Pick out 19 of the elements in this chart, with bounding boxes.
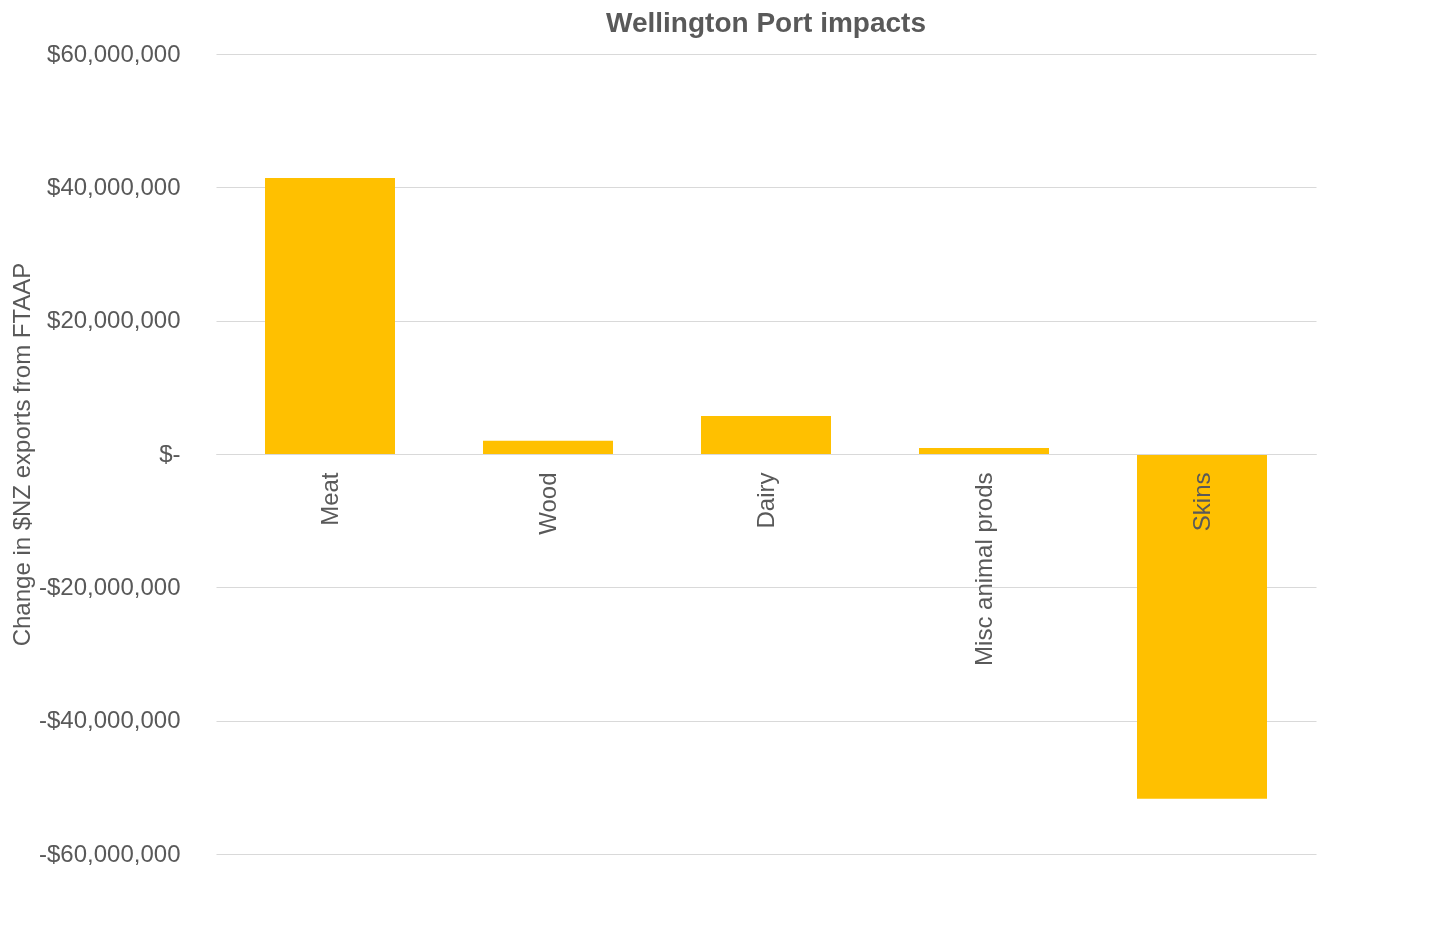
y-tick-label: $40,000,000 bbox=[47, 172, 181, 200]
bar bbox=[483, 440, 613, 454]
y-axis-title: Change in $NZ exports from FTAAP bbox=[8, 262, 36, 647]
bar bbox=[701, 416, 831, 454]
chart-title: Wellington Port impacts bbox=[606, 7, 926, 38]
bar bbox=[919, 448, 1049, 454]
bar bbox=[1137, 454, 1267, 799]
y-tick-label: $60,000,000 bbox=[47, 39, 181, 67]
x-tick-label: Wood bbox=[533, 472, 561, 535]
x-tick-label: Skins bbox=[1187, 472, 1215, 532]
y-tick-label: -$40,000,000 bbox=[39, 706, 181, 734]
y-tick-label: $- bbox=[159, 439, 181, 467]
y-tick-label: -$60,000,000 bbox=[39, 839, 181, 867]
x-tick-label: Dairy bbox=[751, 472, 779, 529]
x-tick-label: Meat bbox=[315, 472, 343, 526]
bar bbox=[265, 178, 395, 454]
x-tick-label: Misc animal prods bbox=[969, 472, 997, 666]
y-tick-label: $20,000,000 bbox=[47, 306, 181, 334]
y-tick-label: -$20,000,000 bbox=[39, 572, 181, 600]
